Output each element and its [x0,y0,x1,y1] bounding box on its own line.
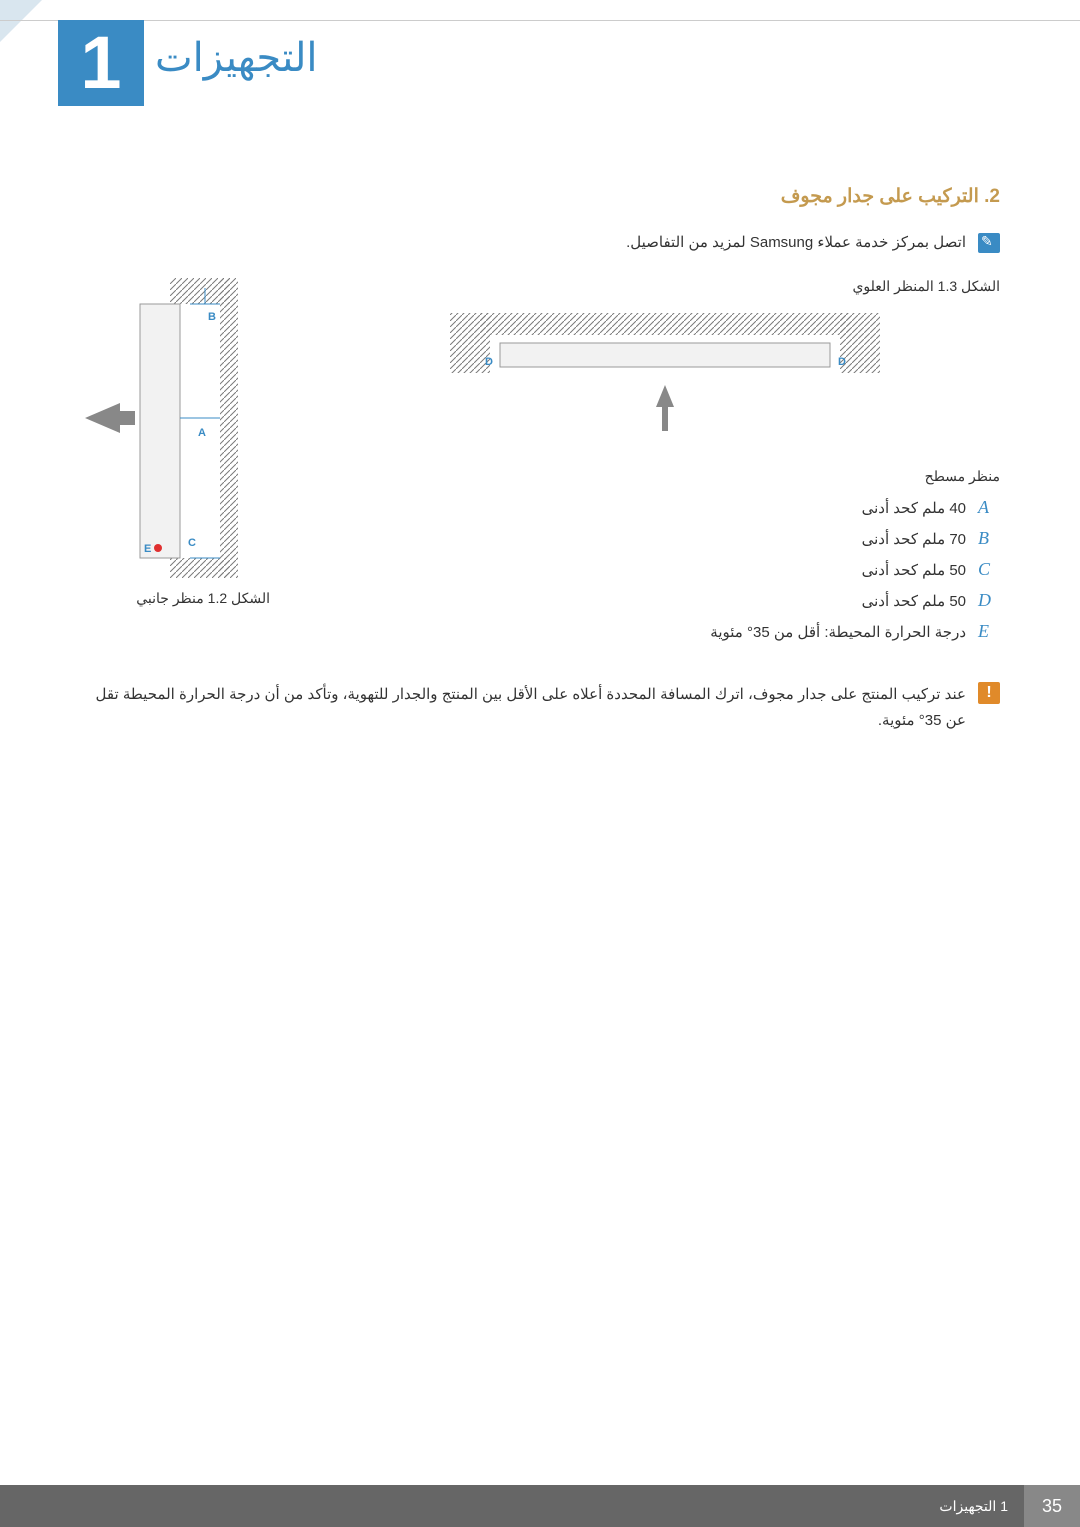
chapter-number: 1 [58,20,144,106]
svg-text:D: D [838,356,846,368]
svg-text:A: A [198,427,206,439]
spec-text: 50 ملم كحد أدنى [862,561,966,579]
section-title: التركيب على جدار مجوف [781,186,979,207]
figure-top-view: D D [450,303,880,443]
figure-side-caption: الشكل 1.2 منظر جانبي [80,590,270,607]
spec-list: A 40 ملم كحد أدنى B 70 ملم كحد أدنى C 50… [330,497,1000,642]
svg-text:D: D [485,356,493,368]
page-number: 35 [1024,1485,1080,1527]
spec-row: A 40 ملم كحد أدنى [330,497,1000,518]
spec-letter: B [978,528,1000,549]
note-icon [978,233,1000,253]
spec-row: B 70 ملم كحد أدنى [330,528,1000,549]
spec-text: 40 ملم كحد أدنى [862,499,966,517]
warning-icon: ! [978,682,1000,704]
spec-text: 70 ملم كحد أدنى [862,530,966,548]
spec-letter: D [978,590,1000,611]
note-text: اتصل بمركز خدمة عملاء Samsung لمزيد من ا… [626,233,966,251]
figure-side-view: B A C E [80,278,270,578]
warning-block: ! عند تركيب المنتج على جدار مجوف، اترك ا… [80,682,1000,733]
figure-top-caption: الشكل 1.3 المنظر العلوي [330,278,1000,295]
spec-letter: C [978,559,1000,580]
spec-text: درجة الحرارة المحيطة: أقل من 35° مئوية [710,623,966,641]
svg-text:E: E [144,543,151,555]
header-rule [0,20,1080,21]
section-number: 2. [984,186,1000,207]
chapter-title: التجهيزات [155,35,318,81]
info-note: اتصل بمركز خدمة عملاء Samsung لمزيد من ا… [80,233,1000,253]
plan-view-label: منظر مسطح [330,468,1000,485]
spec-letter: A [978,497,1000,518]
spec-row: D 50 ملم كحد أدنى [330,590,1000,611]
svg-text:B: B [208,311,216,323]
spec-row: C 50 ملم كحد أدنى [330,559,1000,580]
svg-text:C: C [188,537,196,549]
spec-letter: E [978,621,1000,642]
page-footer: 35 1 التجهيزات [0,1485,1080,1527]
spec-text: 50 ملم كحد أدنى [862,592,966,610]
spec-row: E درجة الحرارة المحيطة: أقل من 35° مئوية [330,621,1000,642]
chapter-header: 1 التجهيزات [0,0,1080,115]
warning-text: عند تركيب المنتج على جدار مجوف، اترك الم… [80,682,966,733]
section-heading: 2. التركيب على جدار مجوف [80,185,1000,208]
footer-category: 1 التجهيزات [923,1498,1024,1515]
